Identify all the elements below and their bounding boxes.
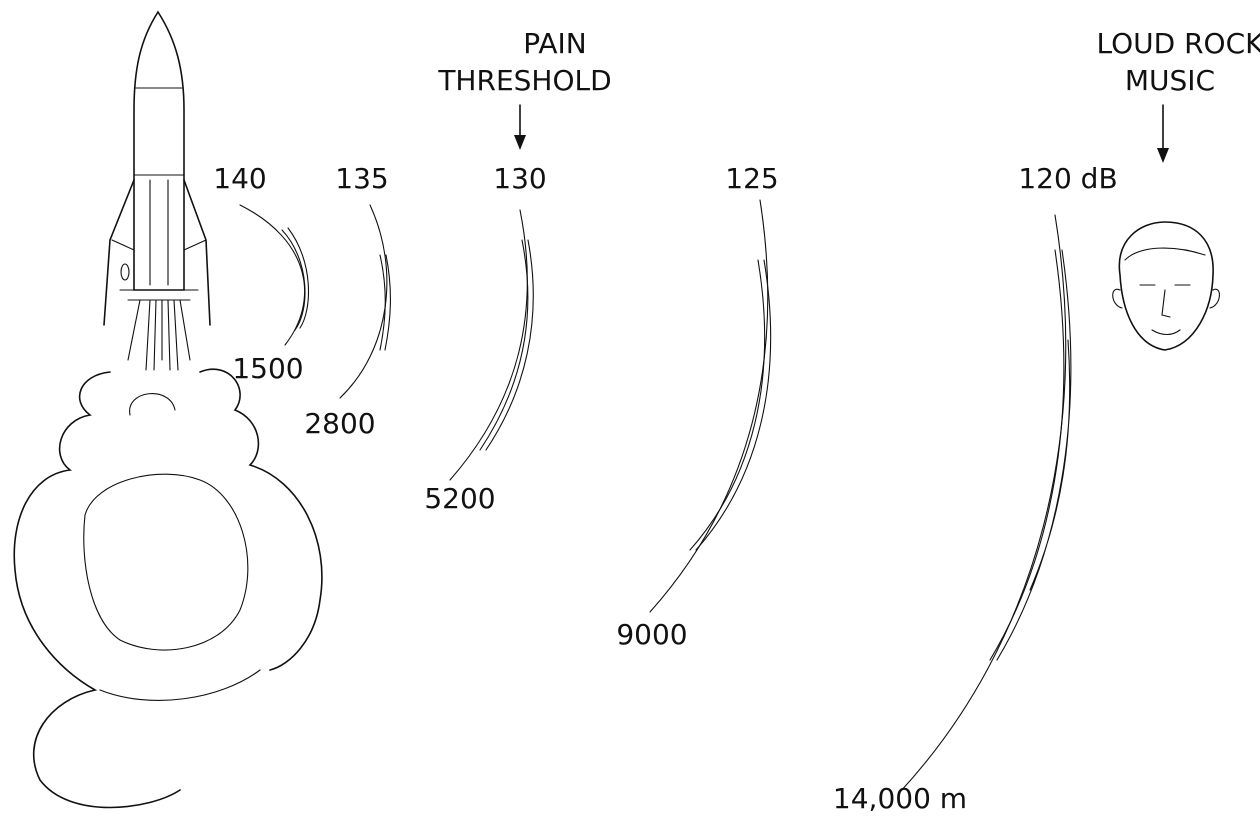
level-label: 135 (335, 162, 388, 195)
wave-arcs (240, 200, 1071, 792)
arrows (514, 105, 1169, 163)
annotation-line: LOUD ROCK (1096, 27, 1260, 60)
level-label: 120 dB (1018, 162, 1117, 195)
distance-label: 14,000 m (833, 782, 967, 815)
diagram: PAIN THRESHOLD LOUD ROCK MUSIC 140 135 1… (0, 0, 1260, 818)
distance-label: 5200 (424, 482, 495, 515)
distance-label: 2800 (304, 407, 375, 440)
distance-label: 1500 (232, 352, 303, 385)
annotation-line: PAIN (523, 27, 586, 60)
level-label: 140 (213, 162, 266, 195)
distance-label: 9000 (616, 618, 687, 651)
rocket (104, 12, 210, 370)
level-label: 125 (725, 162, 778, 195)
annotation-line: THRESHOLD (437, 64, 611, 97)
annotation-line: MUSIC (1125, 64, 1215, 97)
level-label: 130 (493, 162, 546, 195)
smoke-cloud (14, 369, 322, 807)
listener-head (1113, 222, 1220, 350)
